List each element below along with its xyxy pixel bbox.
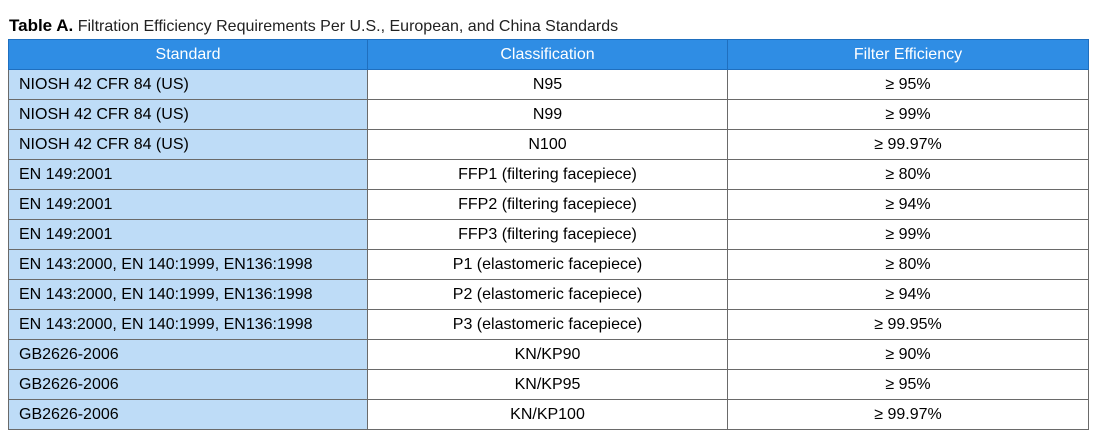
table-caption-label: Table A. <box>9 16 74 35</box>
cell-classification: P1 (elastomeric facepiece) <box>367 249 728 280</box>
table-row: EN 149:2001 FFP1 (filtering facepiece) ≥ 8… <box>8 159 1089 190</box>
cell-classification: FFP2 (filtering facepiece) <box>367 189 728 220</box>
table-row: GB2626-2006 KN/KP100 ≥ 99.97% <box>8 399 1089 430</box>
cell-classification: KN/KP95 <box>367 369 728 400</box>
table-caption-text: Filtration Efficiency Requirements Per U… <box>77 18 619 35</box>
cell-filter-efficiency: ≥ 95% <box>727 369 1089 400</box>
table-body: NIOSH 42 CFR 84 (US) N95 ≥ 95% NIOSH 42 CFR… <box>8 69 1089 430</box>
cell-classification: FFP1 (filtering facepiece) <box>367 159 728 190</box>
cell-standard: EN 149:2001 <box>8 189 368 220</box>
table-row: NIOSH 42 CFR 84 (US) N100 ≥ 99.97% <box>8 129 1089 160</box>
cell-classification: FFP3 (filtering facepiece) <box>367 219 728 250</box>
table-row: NIOSH 42 CFR 84 (US) N95 ≥ 95% <box>8 69 1089 100</box>
table-row: EN 149:2001 FFP3 (filtering facepiece) ≥ 9… <box>8 219 1089 250</box>
cell-classification: N100 <box>367 129 728 160</box>
cell-classification: P2 (elastomeric facepiece) <box>367 279 728 310</box>
cell-standard: EN 143:2000, EN 140:1999, EN136:1998 <box>8 309 368 340</box>
cell-filter-efficiency: ≥ 99% <box>727 99 1089 130</box>
table-row: NIOSH 42 CFR 84 (US) N99 ≥ 99% <box>8 99 1089 130</box>
cell-filter-efficiency: ≥ 99% <box>727 219 1089 250</box>
cell-standard: EN 143:2000, EN 140:1999, EN136:1998 <box>8 249 368 280</box>
cell-filter-efficiency: ≥ 99.97% <box>727 129 1089 160</box>
cell-filter-efficiency: ≥ 94% <box>727 189 1089 220</box>
cell-standard: GB2626-2006 <box>8 399 368 430</box>
cell-filter-efficiency: ≥ 90% <box>727 339 1089 370</box>
cell-standard: EN 149:2001 <box>8 159 368 190</box>
filtration-standards-table: Standard Classification Filter Efficienc… <box>8 39 1089 430</box>
table-row: EN 143:2000, EN 140:1999, EN136:1998 P2 (… <box>8 279 1089 310</box>
cell-filter-efficiency: ≥ 99.97% <box>727 399 1089 430</box>
cell-classification: N99 <box>367 99 728 130</box>
cell-filter-efficiency: ≥ 80% <box>727 159 1089 190</box>
cell-standard: NIOSH 42 CFR 84 (US) <box>8 99 368 130</box>
cell-filter-efficiency: ≥ 99.95% <box>727 309 1089 340</box>
cell-standard: GB2626-2006 <box>8 369 368 400</box>
table-row: EN 143:2000, EN 140:1999, EN136:1998 P3 (… <box>8 309 1089 340</box>
cell-standard: EN 149:2001 <box>8 219 368 250</box>
table-row: GB2626-2006 KN/KP95 ≥ 95% <box>8 369 1089 400</box>
header-row: Standard Classification Filter Efficienc… <box>8 39 1089 70</box>
header-classification: Classification <box>367 39 728 70</box>
cell-standard: GB2626-2006 <box>8 339 368 370</box>
cell-classification: KN/KP90 <box>367 339 728 370</box>
cell-filter-efficiency: ≥ 95% <box>727 69 1089 100</box>
cell-filter-efficiency: ≥ 94% <box>727 279 1089 310</box>
table-header: Standard Classification Filter Efficienc… <box>8 39 1089 70</box>
table-row: EN 143:2000, EN 140:1999, EN136:1998 P1 (… <box>8 249 1089 280</box>
cell-classification: P3 (elastomeric facepiece) <box>367 309 728 340</box>
table-caption: Table A. Filtration Efficiency Requireme… <box>9 16 618 37</box>
cell-standard: EN 143:2000, EN 140:1999, EN136:1998 <box>8 279 368 310</box>
table-row: GB2626-2006 KN/KP90 ≥ 90% <box>8 339 1089 370</box>
table-row: EN 149:2001 FFP2 (filtering facepiece) ≥ 9… <box>8 189 1089 220</box>
cell-filter-efficiency: ≥ 80% <box>727 249 1089 280</box>
header-filter-efficiency: Filter Efficiency <box>727 39 1089 70</box>
header-standard: Standard <box>8 39 368 70</box>
cell-classification: KN/KP100 <box>367 399 728 430</box>
cell-standard: NIOSH 42 CFR 84 (US) <box>8 129 368 160</box>
cell-standard: NIOSH 42 CFR 84 (US) <box>8 69 368 100</box>
cell-classification: N95 <box>367 69 728 100</box>
